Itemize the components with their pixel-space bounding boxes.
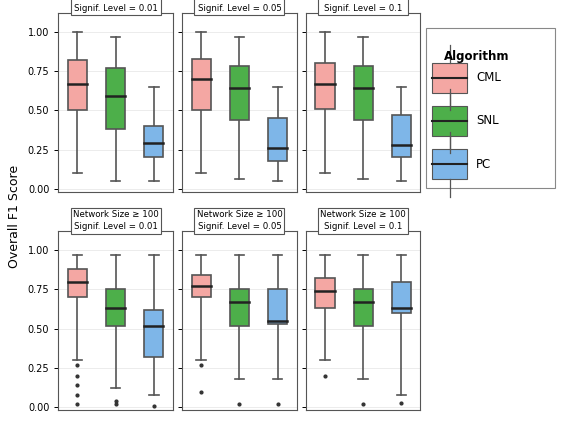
Bar bbox=[354, 67, 373, 120]
Text: Algorithm: Algorithm bbox=[444, 51, 509, 64]
Bar bbox=[106, 289, 125, 326]
Text: Overall F1 Score: Overall F1 Score bbox=[8, 165, 21, 267]
Bar bbox=[268, 289, 287, 324]
Bar bbox=[315, 63, 335, 109]
Text: PC: PC bbox=[476, 158, 491, 171]
Bar bbox=[144, 310, 164, 357]
Bar bbox=[392, 115, 411, 157]
Bar bbox=[192, 58, 211, 110]
Text: SNL: SNL bbox=[476, 114, 499, 127]
Bar bbox=[392, 282, 411, 313]
Text: Network Size ≥ 100
Signif. Level = 0.1: Network Size ≥ 100 Signif. Level = 0.1 bbox=[320, 210, 406, 232]
Bar bbox=[268, 118, 287, 161]
Bar bbox=[68, 269, 87, 297]
Bar bbox=[315, 279, 335, 308]
Bar bbox=[106, 68, 125, 129]
Bar bbox=[192, 275, 211, 297]
Text: Network Size < 100
Signif. Level = 0.1: Network Size < 100 Signif. Level = 0.1 bbox=[321, 0, 406, 13]
Bar bbox=[354, 289, 373, 326]
Text: Network Size < 100
Signif. Level = 0.01: Network Size < 100 Signif. Level = 0.01 bbox=[73, 0, 158, 13]
Bar bbox=[68, 60, 87, 110]
Text: Network Size ≥ 100
Signif. Level = 0.05: Network Size ≥ 100 Signif. Level = 0.05 bbox=[197, 210, 282, 232]
Text: Network Size ≥ 100
Signif. Level = 0.01: Network Size ≥ 100 Signif. Level = 0.01 bbox=[73, 210, 159, 232]
Text: Network Size < 100
Signif. Level = 0.05: Network Size < 100 Signif. Level = 0.05 bbox=[197, 0, 282, 13]
Text: CML: CML bbox=[476, 71, 501, 84]
Bar bbox=[230, 289, 249, 326]
Bar bbox=[144, 126, 164, 157]
Bar bbox=[230, 67, 249, 120]
